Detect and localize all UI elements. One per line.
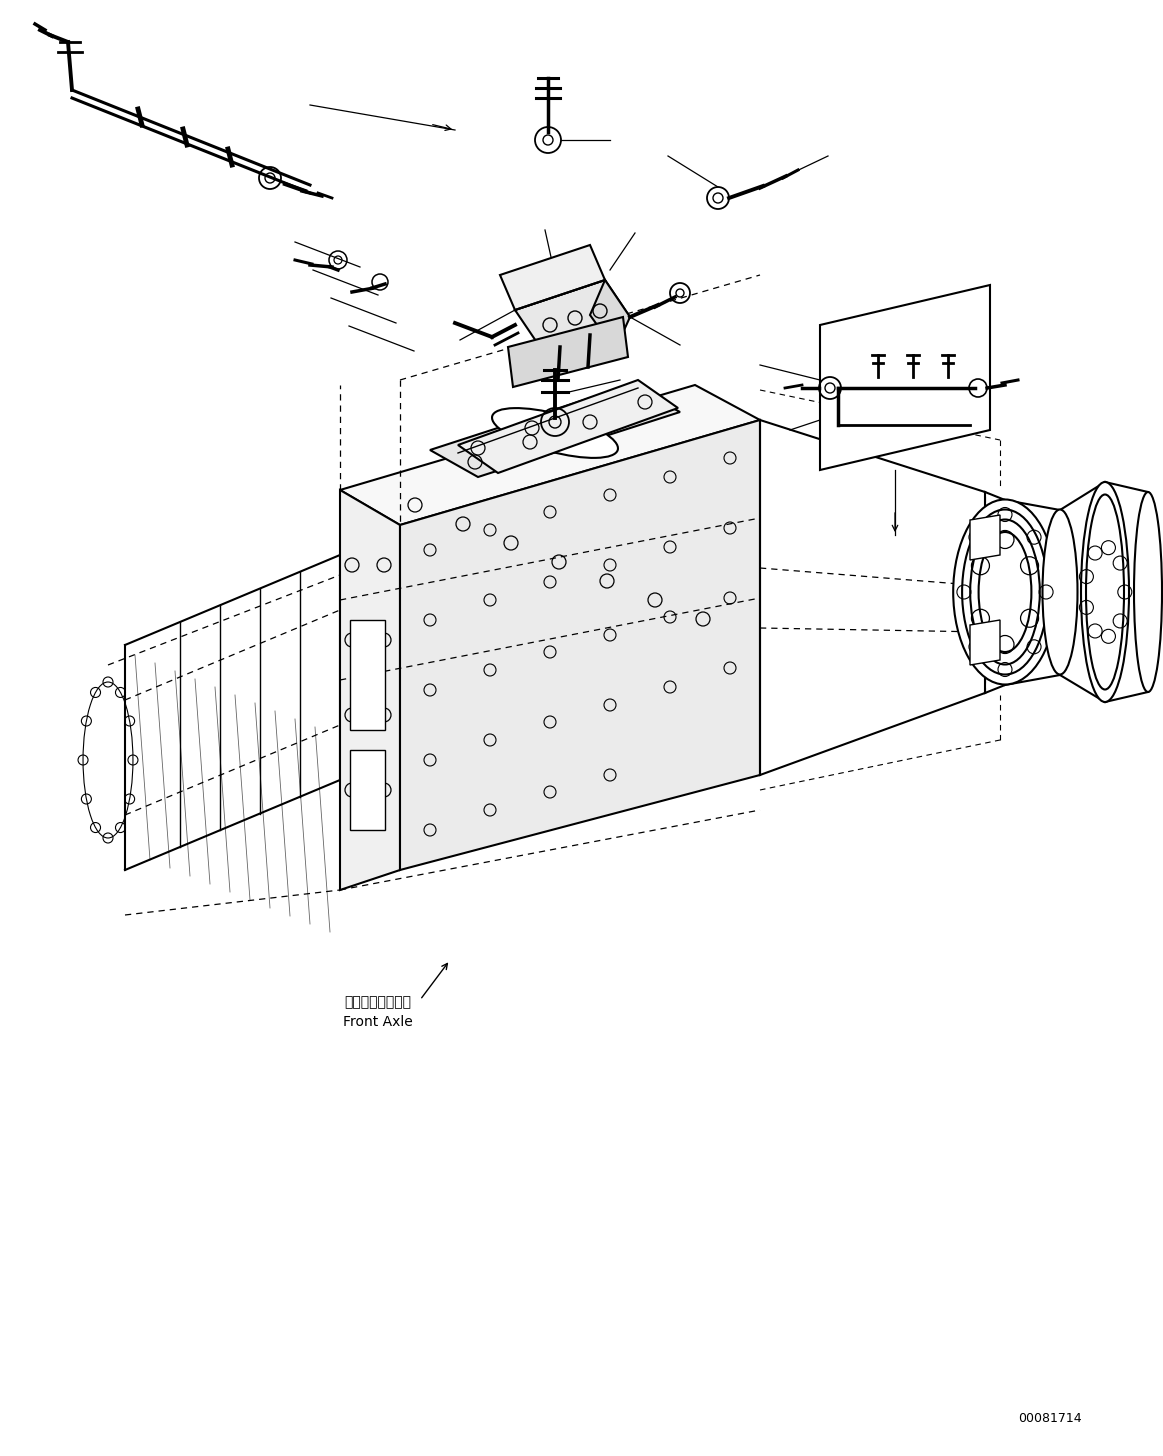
Ellipse shape: [1134, 492, 1162, 692]
Polygon shape: [515, 280, 630, 347]
Polygon shape: [820, 285, 990, 470]
Polygon shape: [458, 380, 678, 473]
Ellipse shape: [970, 520, 1040, 664]
Ellipse shape: [954, 499, 1057, 684]
Ellipse shape: [100, 735, 115, 783]
Ellipse shape: [98, 729, 117, 791]
Ellipse shape: [1042, 510, 1077, 674]
Ellipse shape: [1086, 495, 1123, 690]
Ellipse shape: [95, 722, 120, 798]
Ellipse shape: [1080, 482, 1129, 702]
Polygon shape: [508, 317, 628, 387]
Text: フロントアクスル: フロントアクスル: [344, 994, 412, 1009]
Polygon shape: [350, 750, 385, 830]
Polygon shape: [430, 384, 680, 478]
Ellipse shape: [93, 713, 123, 807]
Polygon shape: [340, 384, 759, 526]
Ellipse shape: [83, 681, 133, 839]
Text: Front Axle: Front Axle: [343, 1015, 413, 1029]
Ellipse shape: [492, 408, 618, 457]
Text: 00081714: 00081714: [1018, 1411, 1082, 1424]
Polygon shape: [350, 620, 385, 729]
Polygon shape: [590, 280, 630, 349]
Ellipse shape: [91, 706, 126, 814]
Polygon shape: [500, 245, 605, 310]
Polygon shape: [970, 620, 1000, 665]
Polygon shape: [340, 491, 400, 890]
Polygon shape: [400, 419, 759, 871]
Ellipse shape: [962, 510, 1048, 674]
Polygon shape: [970, 515, 1000, 561]
Ellipse shape: [978, 531, 1032, 652]
